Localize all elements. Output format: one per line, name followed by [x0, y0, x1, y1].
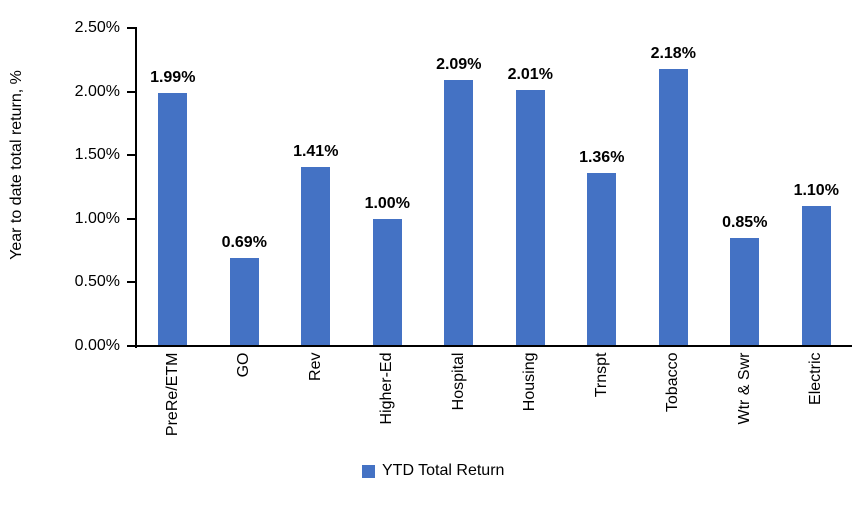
bar-value-label: 0.69% — [221, 234, 267, 251]
x-axis-line — [135, 345, 852, 347]
y-tick-mark — [127, 217, 135, 220]
x-category-label: Housing — [521, 352, 539, 412]
bar-value-label: 1.36% — [579, 149, 625, 166]
bar-Rev — [301, 167, 331, 346]
bar-value-label: 2.18% — [650, 45, 696, 62]
y-tick-mark — [127, 27, 135, 29]
x-category-label: Hospital — [449, 352, 467, 411]
bar-value-label: 1.99% — [150, 69, 196, 86]
bar-Electric — [801, 206, 831, 346]
bar-Hospital — [444, 80, 474, 346]
y-tick-mark — [127, 281, 135, 284]
bar-value-label: 2.01% — [507, 66, 553, 83]
y-tick-label: 0.50% — [74, 273, 120, 291]
y-tick-label: 1.00% — [74, 209, 120, 227]
legend-label: YTD Total Return — [382, 462, 505, 479]
x-category-label: Electric — [807, 352, 825, 405]
y-tick-mark — [127, 90, 135, 93]
legend: YTD Total Return — [362, 462, 504, 480]
legend-swatch-icon — [362, 464, 375, 478]
bar-Housing — [515, 90, 545, 346]
x-category-label: GO — [235, 352, 253, 378]
y-tick-label: 2.00% — [74, 82, 120, 100]
y-axis-line — [135, 27, 137, 348]
x-category-label: Wtr & Swr — [735, 352, 753, 425]
bar-Wtr & Swr — [730, 238, 760, 346]
y-tick-mark — [127, 154, 135, 157]
x-category-label: Trnspt — [592, 352, 610, 398]
bar-value-label: 1.10% — [793, 182, 839, 199]
bar-Trnspt — [587, 173, 617, 346]
bar-value-label: 2.09% — [436, 56, 482, 73]
bar-GO — [229, 258, 259, 346]
y-tick-label: 2.50% — [74, 19, 120, 36]
y-axis-title: Year to date total return, % — [8, 70, 25, 260]
bar-PreRe/ETM — [158, 93, 188, 346]
y-tick-label: 0.00% — [74, 337, 120, 354]
x-category-label: Rev — [306, 352, 324, 381]
x-category-label: Tobacco — [664, 352, 682, 413]
y-tick-mark — [127, 345, 135, 347]
bar-value-label: 0.85% — [722, 214, 768, 231]
bar-value-label: 1.41% — [293, 143, 339, 160]
bar-Tobacco — [658, 69, 688, 346]
bar-Higher-Ed — [372, 219, 402, 346]
x-category-label: PreRe/ETM — [163, 352, 181, 437]
bar-value-label: 1.00% — [364, 195, 410, 212]
y-tick-label: 1.50% — [74, 146, 120, 164]
x-category-label: Higher-Ed — [378, 352, 396, 425]
